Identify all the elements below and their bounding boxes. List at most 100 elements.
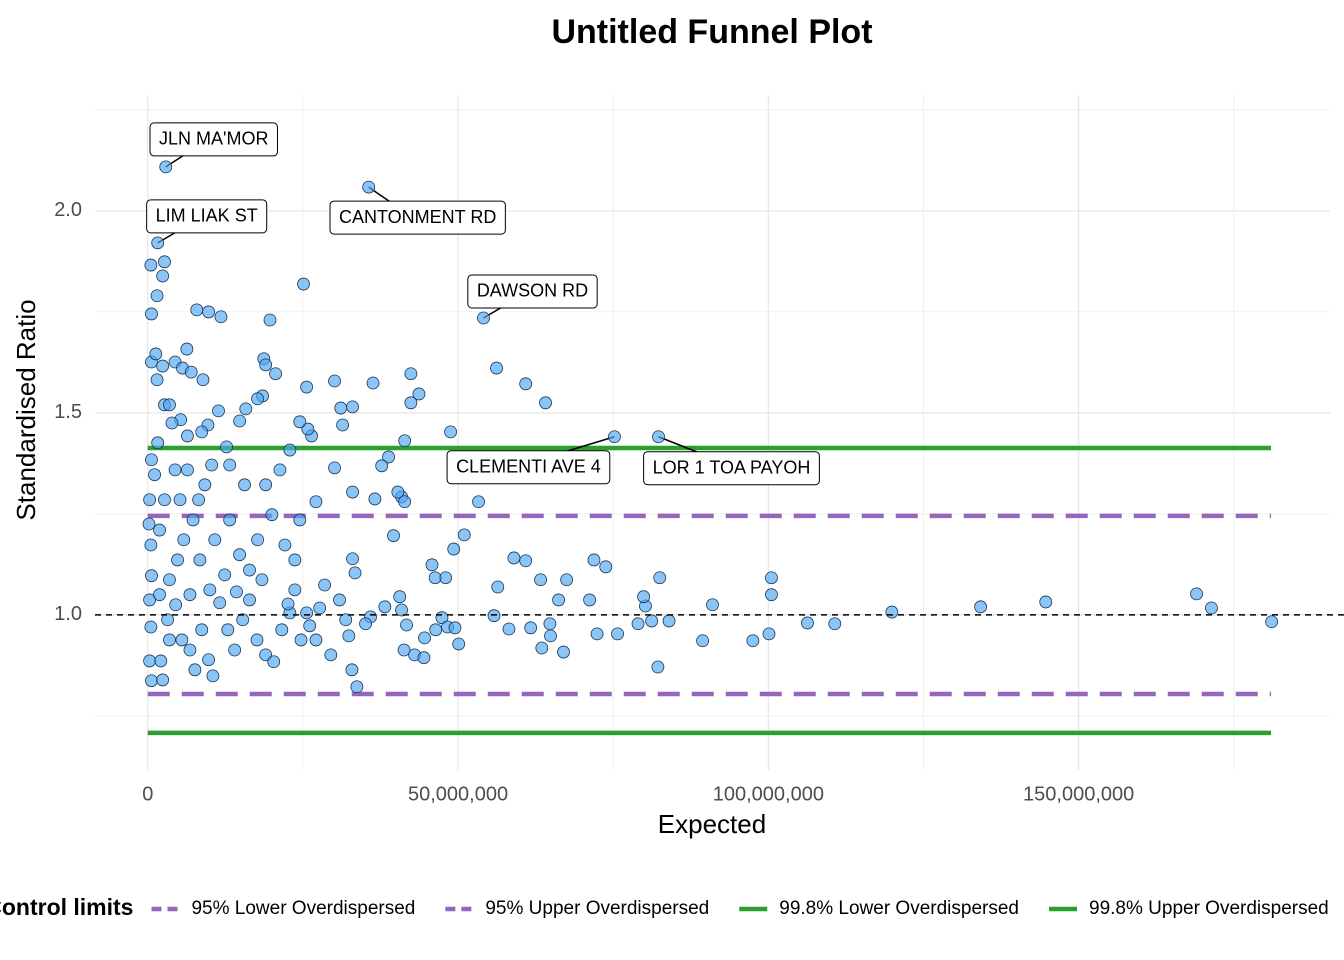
data-point bbox=[346, 552, 359, 566]
x-tick-label: 50,000,000 bbox=[408, 783, 508, 805]
annotation-label: LIM LIAK ST bbox=[156, 206, 258, 226]
data-point bbox=[142, 517, 156, 531]
data-point bbox=[145, 674, 158, 688]
data-point bbox=[202, 305, 215, 319]
data-point bbox=[303, 619, 317, 633]
data-point bbox=[149, 347, 163, 361]
data-point bbox=[391, 485, 405, 499]
data-point bbox=[163, 573, 176, 587]
legend-title: Control limits bbox=[0, 894, 133, 920]
data-point bbox=[294, 633, 308, 647]
data-point bbox=[425, 558, 439, 572]
data-point bbox=[762, 627, 776, 641]
data-point bbox=[297, 277, 310, 291]
data-point bbox=[519, 554, 533, 568]
data-point bbox=[309, 495, 323, 509]
data-point bbox=[651, 660, 665, 674]
data-point bbox=[208, 533, 222, 547]
data-point bbox=[429, 623, 443, 637]
data-point bbox=[293, 513, 307, 527]
data-point bbox=[507, 551, 521, 565]
data-point bbox=[382, 450, 395, 464]
data-point bbox=[398, 434, 412, 448]
legend-label: 99.8% Lower Overdispersed bbox=[779, 898, 1019, 919]
data-point bbox=[544, 629, 557, 643]
data-point bbox=[156, 269, 170, 283]
data-point bbox=[404, 396, 418, 410]
data-point bbox=[165, 416, 179, 430]
annotation-label: CLEMENTI AVE 4 bbox=[456, 456, 601, 476]
data-point bbox=[168, 463, 182, 477]
annotation-box bbox=[149, 122, 278, 157]
data-point bbox=[192, 493, 206, 507]
data-point bbox=[300, 380, 314, 394]
data-point bbox=[611, 627, 624, 641]
data-point bbox=[239, 402, 253, 416]
data-point bbox=[195, 425, 209, 439]
annotated-point bbox=[159, 160, 173, 174]
data-point bbox=[228, 643, 242, 657]
data-point bbox=[502, 622, 516, 636]
data-point bbox=[348, 566, 362, 580]
data-point bbox=[346, 485, 359, 499]
data-point bbox=[145, 569, 158, 583]
data-point bbox=[328, 374, 341, 388]
data-point bbox=[706, 598, 719, 612]
data-point bbox=[448, 621, 462, 635]
data-point bbox=[269, 367, 282, 381]
data-point bbox=[552, 593, 565, 607]
data-point bbox=[457, 528, 471, 542]
data-point bbox=[169, 598, 183, 612]
data-point bbox=[223, 513, 237, 527]
data-point bbox=[196, 373, 210, 387]
data-point bbox=[397, 643, 411, 657]
data-point bbox=[696, 634, 709, 648]
annotated-point bbox=[608, 430, 621, 444]
annotated-point bbox=[151, 236, 165, 250]
data-point bbox=[599, 560, 613, 574]
data-point bbox=[765, 571, 778, 585]
chart-title: Untitled Funnel Plot bbox=[551, 13, 872, 51]
data-point bbox=[177, 533, 191, 547]
data-point bbox=[151, 436, 165, 450]
data-point bbox=[346, 400, 359, 414]
annotation-box bbox=[146, 199, 268, 234]
data-point bbox=[150, 373, 164, 387]
data-point bbox=[263, 313, 277, 327]
data-point bbox=[472, 495, 485, 509]
data-point bbox=[233, 548, 247, 562]
annotation-label: JLN MA'MOR bbox=[159, 129, 268, 149]
data-point bbox=[534, 573, 547, 587]
data-point bbox=[236, 613, 250, 627]
data-point bbox=[180, 342, 194, 356]
x-tick-label: 150,000,000 bbox=[1023, 783, 1134, 805]
data-point bbox=[583, 593, 597, 607]
y-axis-title: Standardised Ratio bbox=[11, 299, 41, 520]
data-point bbox=[250, 633, 264, 647]
data-point bbox=[145, 453, 158, 467]
data-point bbox=[637, 590, 651, 604]
annotated-point bbox=[362, 180, 376, 194]
data-point bbox=[163, 633, 176, 647]
data-point bbox=[213, 596, 227, 610]
data-point bbox=[828, 617, 842, 631]
data-point bbox=[288, 583, 302, 597]
data-point bbox=[181, 429, 194, 443]
data-point bbox=[238, 478, 251, 492]
data-point bbox=[395, 603, 408, 617]
data-point bbox=[206, 669, 220, 683]
data-point bbox=[387, 529, 400, 543]
data-point bbox=[267, 655, 281, 669]
data-point bbox=[535, 641, 549, 655]
data-point bbox=[452, 637, 466, 651]
data-point bbox=[393, 590, 407, 604]
data-point bbox=[145, 307, 158, 321]
data-point bbox=[1190, 587, 1203, 601]
data-point bbox=[281, 597, 295, 611]
data-point bbox=[198, 478, 212, 492]
data-point bbox=[765, 588, 778, 602]
y-tick-label: 2.0 bbox=[54, 199, 82, 221]
data-point bbox=[342, 629, 356, 643]
data-point bbox=[447, 542, 461, 556]
annotation-box bbox=[643, 451, 820, 486]
